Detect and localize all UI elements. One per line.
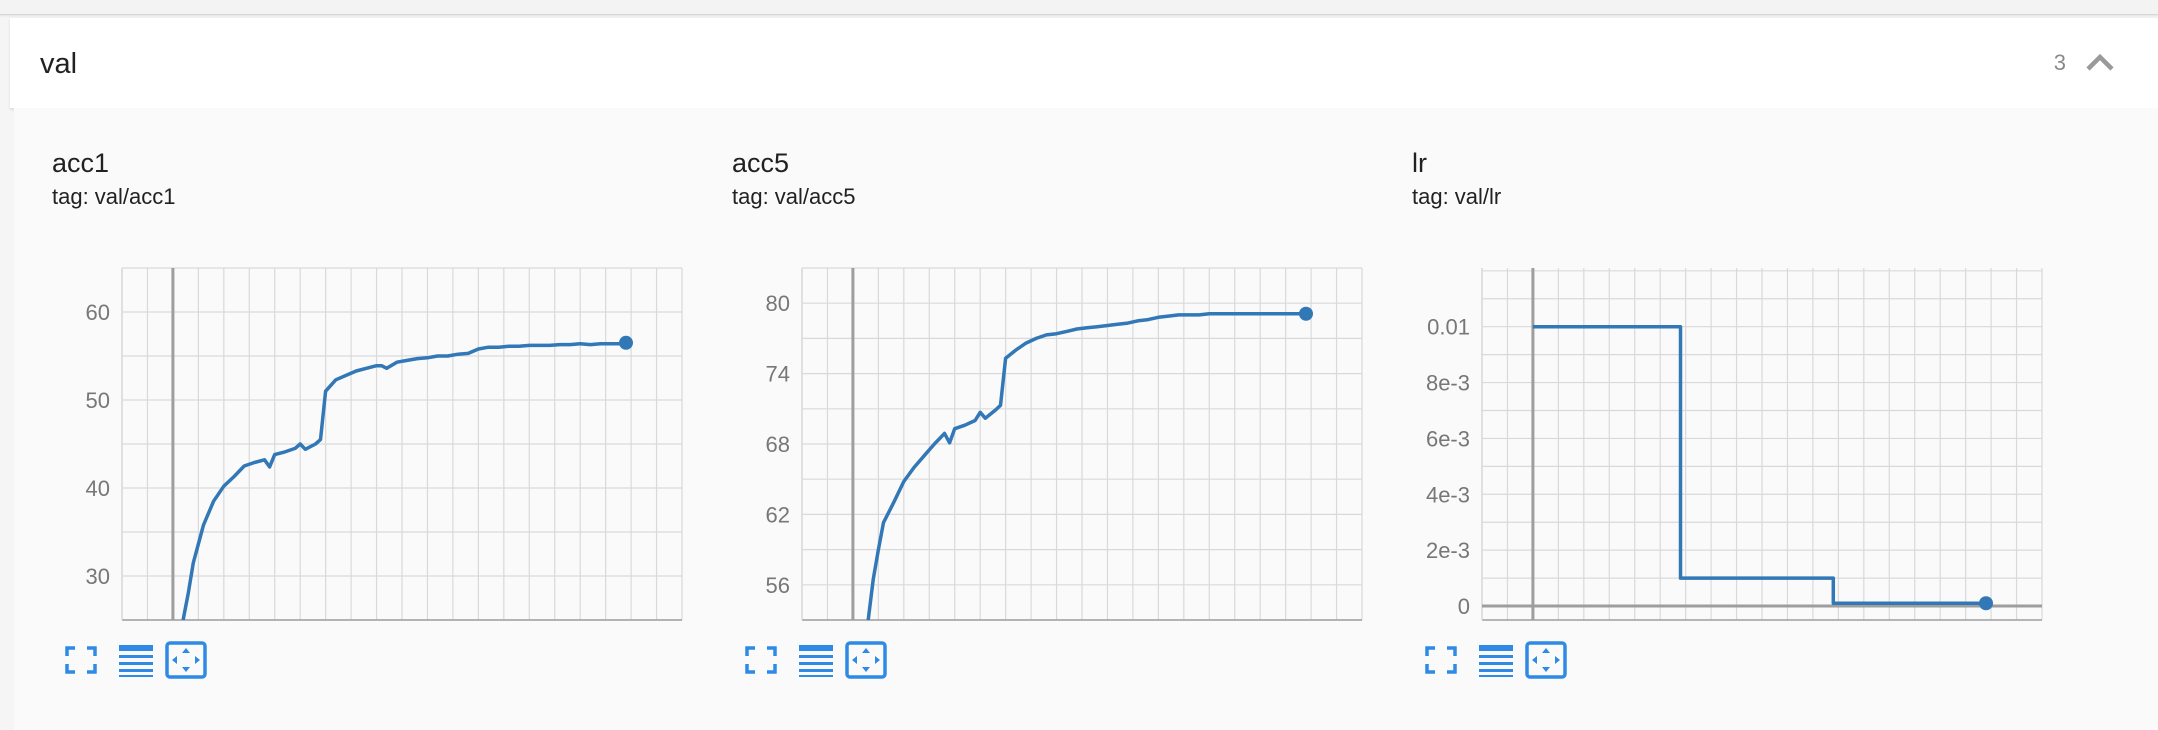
fit-domain-icon[interactable] <box>844 640 888 680</box>
line-chart[interactable]: 01020304050607080905662687480 <box>732 148 1392 628</box>
series-line <box>181 341 627 620</box>
y-tick-label: 40 <box>86 476 110 501</box>
top-toolbar-edge <box>0 0 2158 15</box>
fullscreen-icon[interactable] <box>1419 640 1463 680</box>
y-tick-label: 2e-3 <box>1426 538 1470 563</box>
series-line <box>866 312 1306 620</box>
card-tag: tag: val/lr <box>1412 184 1502 209</box>
data-table-icon[interactable] <box>1474 640 1518 680</box>
y-tick-label: 0.01 <box>1427 315 1470 340</box>
scalar-card-lr: lr tag: val/lr 010203040506070809002e-34… <box>1412 148 2072 728</box>
y-tick-label: 0 <box>1458 594 1470 619</box>
group-title: val <box>40 48 78 80</box>
last-point-marker <box>619 335 633 350</box>
fit-domain-icon[interactable] <box>164 640 208 680</box>
line-chart[interactable]: 010203040506070809030405060 <box>52 148 712 628</box>
y-tick-label: 56 <box>766 573 790 598</box>
last-point-marker <box>1299 306 1313 321</box>
data-table-icon[interactable] <box>114 640 158 680</box>
group-card-count: 3 <box>2053 50 2066 75</box>
fullscreen-icon[interactable] <box>59 640 103 680</box>
group-header[interactable]: val 3 <box>10 18 2158 109</box>
line-chart[interactable]: 010203040506070809002e-34e-36e-38e-30.01 <box>1412 148 2072 628</box>
y-tick-label: 6e-3 <box>1426 426 1470 451</box>
y-tick-label: 8e-3 <box>1426 371 1470 396</box>
y-tick-label: 60 <box>86 300 110 325</box>
fullscreen-icon[interactable] <box>739 640 783 680</box>
scalar-card-acc1: acc1 tag: val/acc1 010203040506070809030… <box>52 148 712 728</box>
y-tick-label: 74 <box>766 362 790 387</box>
card-tag: tag: val/acc5 <box>732 184 856 209</box>
scalar-card-acc5: acc5 tag: val/acc5 010203040506070809056… <box>732 148 1392 728</box>
card-title: acc5 <box>732 148 790 178</box>
data-table-icon[interactable] <box>794 640 838 680</box>
y-tick-label: 4e-3 <box>1426 482 1470 507</box>
y-tick-label: 62 <box>766 502 790 527</box>
chevron-up-icon[interactable] <box>2082 46 2118 80</box>
y-tick-label: 68 <box>766 432 790 457</box>
last-point-marker <box>1979 596 1993 611</box>
scalar-cards-area: acc1 tag: val/acc1 010203040506070809030… <box>14 108 2158 730</box>
card-title: acc1 <box>52 148 110 178</box>
y-tick-label: 80 <box>766 291 790 316</box>
series-line <box>1532 324 1986 605</box>
y-tick-label: 30 <box>86 564 110 589</box>
y-tick-label: 50 <box>86 388 110 413</box>
card-tag: tag: val/acc1 <box>52 184 176 209</box>
card-title: lr <box>1412 148 1427 178</box>
fit-domain-icon[interactable] <box>1524 640 1568 680</box>
